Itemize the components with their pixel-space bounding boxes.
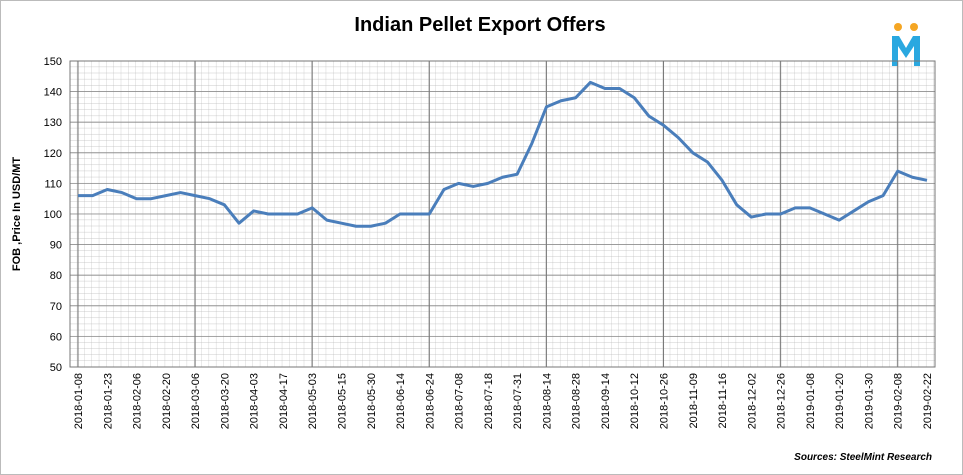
- x-tick-label: 2018-04-17: [278, 373, 290, 429]
- y-tick-label: 140: [44, 87, 62, 99]
- y-tick-label: 80: [50, 270, 62, 282]
- x-tick-label: 2019-02-08: [893, 373, 905, 429]
- x-tick-label: 2018-07-18: [483, 373, 495, 429]
- x-tick-label: 2018-04-03: [249, 373, 261, 429]
- x-tick-label: 2019-01-30: [863, 373, 875, 429]
- x-tick-label: 2018-02-20: [161, 373, 173, 429]
- x-tick-label: 2019-01-20: [834, 373, 846, 429]
- y-tick-label: 110: [44, 178, 62, 190]
- x-tick-label: 2018-10-12: [629, 373, 641, 429]
- x-tick-label: 2018-11-09: [688, 373, 700, 428]
- x-tick-label: 2018-08-14: [541, 373, 553, 429]
- y-tick-label: 50: [50, 362, 62, 374]
- x-tick-label: 2018-12-02: [746, 373, 758, 429]
- y-tick-label: 60: [50, 331, 62, 343]
- plot-border: [69, 60, 936, 368]
- x-tick-label: 2018-01-23: [102, 373, 114, 429]
- x-tick-label: 2018-01-08: [73, 373, 85, 429]
- y-axis-label: FOB ,Price In USD/MT: [11, 157, 23, 272]
- x-tick-label: 2018-05-03: [307, 373, 319, 429]
- x-tick-label: 2018-12-26: [776, 373, 788, 429]
- y-tick-label: 70: [50, 301, 62, 313]
- series-line: [78, 80, 928, 228]
- x-tick-label: 2018-05-30: [366, 373, 378, 429]
- x-tick-label: 2018-05-15: [336, 373, 348, 429]
- chart-title: Indian Pellet Export Offers: [354, 14, 605, 36]
- x-tick-label: 2018-06-14: [395, 373, 407, 429]
- y-tick-label: 100: [44, 209, 62, 221]
- x-tick-label: 2018-02-06: [132, 373, 144, 429]
- x-tick-label: 2018-07-31: [512, 373, 524, 429]
- x-tick-label: 2018-03-20: [219, 373, 231, 429]
- x-tick-label: 2018-03-06: [190, 373, 202, 429]
- y-tick-label: 120: [44, 148, 62, 160]
- source: Sources: SteelMint Research: [794, 452, 932, 463]
- x-tick-label: 2018-10-26: [659, 373, 671, 429]
- y-tick-label: 90: [50, 240, 62, 252]
- x-tick-label: 2018-07-08: [454, 373, 466, 429]
- x-tick-label: 2018-08-28: [571, 373, 583, 429]
- x-tick-label: 2018-06-24: [424, 373, 436, 429]
- logo: [892, 23, 920, 66]
- x-tick-label: 2019-02-22: [922, 373, 934, 429]
- y-tick-label: 150: [44, 56, 62, 68]
- x-tick-label: 2018-09-14: [600, 373, 612, 429]
- y-tick-label: 130: [44, 117, 62, 129]
- x-tick-label: 2019-01-08: [805, 373, 817, 429]
- x-tick-label: 2018-11-16: [717, 373, 729, 428]
